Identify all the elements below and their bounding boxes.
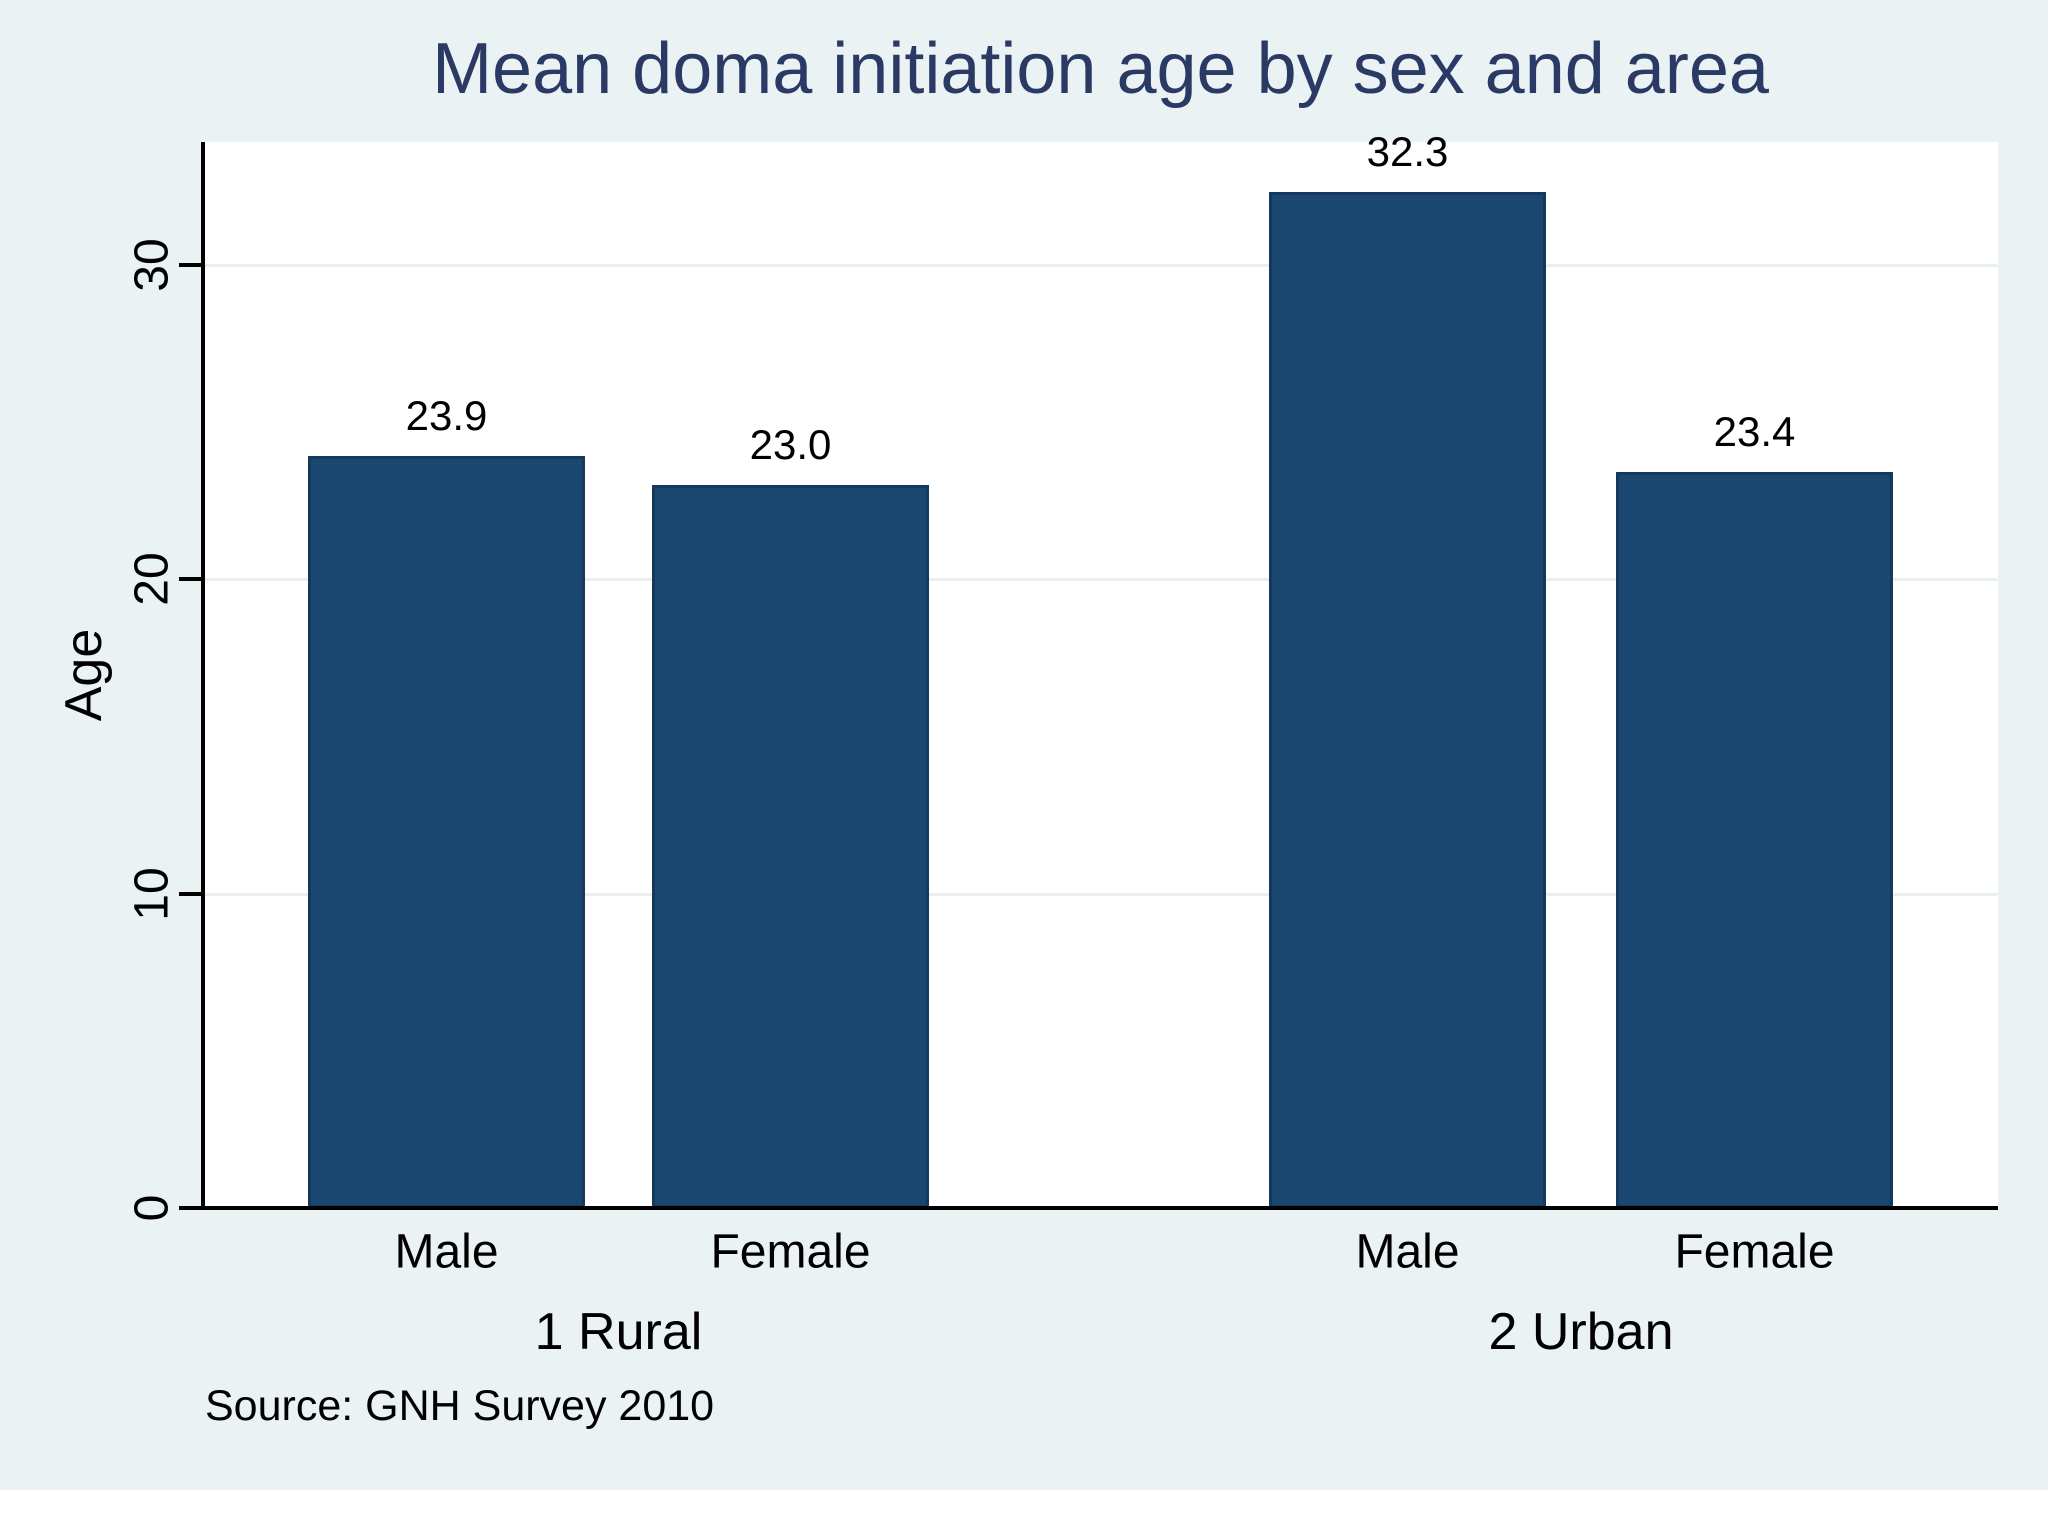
y-tick-label-20: 20 (125, 552, 179, 606)
bar (308, 456, 585, 1208)
y-tick-mark-20 (179, 577, 201, 582)
x-group-label-1: 1 Rural (534, 1303, 703, 1361)
y-tick-mark-10 (179, 891, 201, 896)
gridline-y10 (205, 892, 1998, 896)
y-tick-label-0: 0 (125, 1194, 179, 1222)
x-category-label: Female (1674, 1225, 1835, 1279)
chart-title: Mean doma initiation age by sex and area (432, 29, 1769, 109)
x-category-label: Female (710, 1225, 871, 1279)
y-axis-title: Age (55, 628, 113, 722)
gridline-y20 (205, 578, 1998, 582)
y-tick-mark-0 (179, 1206, 201, 1210)
x-category-label: Male (394, 1225, 499, 1279)
source-note: Source: GNH Survey 2010 (205, 1382, 715, 1430)
y-tick-mark-30 (179, 262, 201, 267)
x-category-label: Male (1355, 1225, 1460, 1279)
figure-background: Mean doma initiation age by sex and area… (0, 0, 2048, 1490)
y-tick-label-10: 10 (125, 866, 179, 921)
bar (1616, 472, 1893, 1208)
y-tick-label-30: 30 (125, 237, 179, 292)
bar (652, 484, 929, 1208)
bar-value-label: 32.3 (1366, 128, 1449, 176)
x-group-label-2: 2 Urban (1488, 1303, 1674, 1361)
plot-area (203, 142, 1998, 1208)
gridline-y30 (205, 263, 1998, 267)
bar-value-label: 23.9 (405, 392, 488, 440)
bar-value-label: 23.4 (1713, 408, 1796, 456)
bar-value-label: 23.0 (749, 420, 832, 468)
y-axis-line (201, 142, 205, 1210)
bar (1269, 192, 1546, 1208)
x-axis-line (203, 1206, 1998, 1210)
